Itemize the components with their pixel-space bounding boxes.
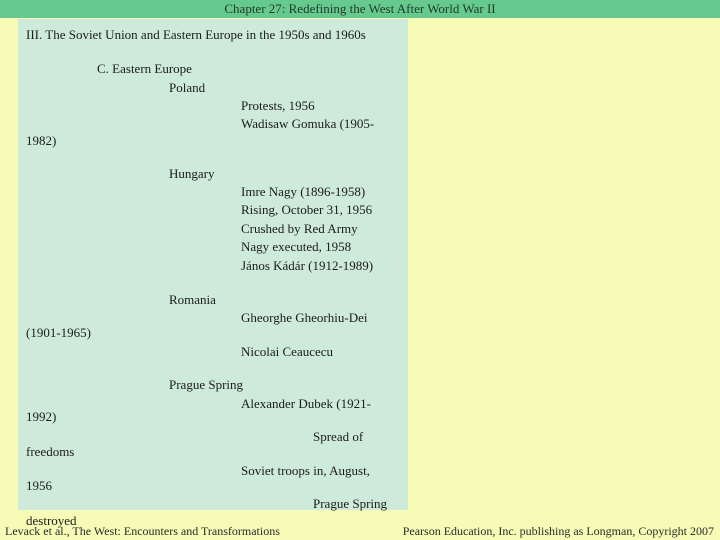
prague-item-soviet-troops: Soviet troops in, August, <box>241 463 370 478</box>
hungary-item-rising: Rising, October 31, 1956 <box>241 202 373 217</box>
hungary-item-nagy: Imre Nagy (1896-1958) <box>241 184 366 199</box>
prague-item-destroyed-wrap: destroyed <box>26 513 77 528</box>
poland-item-gomuka-wrap: 1982) <box>26 133 57 148</box>
prague-item-prague-spring: Prague Spring <box>313 496 388 511</box>
hungary-item-crushed: Crushed by Red Army <box>241 221 358 236</box>
section-eastern-europe: C. Eastern Europe <box>97 61 192 76</box>
prague-item-dubek: Alexander Dubek (1921- <box>241 396 371 411</box>
header-bar <box>0 0 720 18</box>
country-poland: Poland <box>169 80 206 95</box>
poland-item-gomuka: Wadisaw Gomuka (1905- <box>241 116 375 131</box>
footer-citation: Levack et al., The West: Encounters and … <box>5 524 280 538</box>
prague-item-troops-wrap: 1956 <box>26 478 52 493</box>
slide-header-title: Chapter 27: Redefining the West After Wo… <box>224 1 496 16</box>
country-romania: Romania <box>169 292 216 307</box>
hungary-item-executed: Nagy executed, 1958 <box>241 239 352 254</box>
romania-item-ceaucecu: Nicolai Ceaucecu <box>241 344 334 359</box>
hungary-item-kadar: János Kádár (1912-1989) <box>241 258 374 273</box>
topic-prague-spring: Prague Spring <box>169 377 244 392</box>
poland-item-protests: Protests, 1956 <box>241 98 315 113</box>
prague-item-spread-wrap: freedoms <box>26 444 75 459</box>
prague-item-spread: Spread of <box>313 429 364 444</box>
prague-item-dubek-wrap: 1992) <box>26 409 57 424</box>
footer-copyright: Pearson Education, Inc. publishing as Lo… <box>402 524 714 538</box>
slide-heading: III. The Soviet Union and Eastern Europe… <box>26 27 366 42</box>
romania-item-gheorghiu-dej: Gheorghe Gheorhiu-Dei <box>241 310 368 325</box>
romania-item-wrap: (1901-1965) <box>26 325 91 340</box>
country-hungary: Hungary <box>169 166 215 181</box>
content-box <box>18 19 408 510</box>
